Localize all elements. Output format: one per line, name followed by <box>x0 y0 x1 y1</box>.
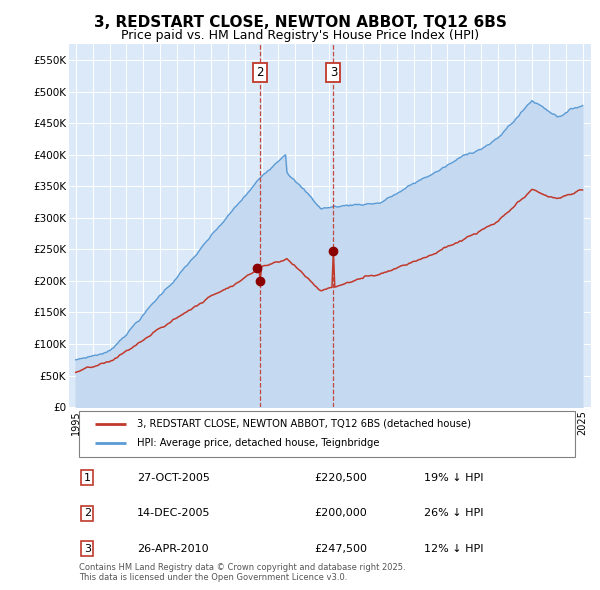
Text: 27-OCT-2005: 27-OCT-2005 <box>137 473 210 483</box>
Text: Price paid vs. HM Land Registry's House Price Index (HPI): Price paid vs. HM Land Registry's House … <box>121 29 479 42</box>
Text: 26% ↓ HPI: 26% ↓ HPI <box>424 509 484 518</box>
Text: 3, REDSTART CLOSE, NEWTON ABBOT, TQ12 6BS: 3, REDSTART CLOSE, NEWTON ABBOT, TQ12 6B… <box>94 15 506 30</box>
Text: 2: 2 <box>84 509 91 518</box>
Text: 2: 2 <box>256 66 264 79</box>
Text: 3: 3 <box>329 66 337 79</box>
Text: Contains HM Land Registry data © Crown copyright and database right 2025.
This d: Contains HM Land Registry data © Crown c… <box>79 563 406 582</box>
Bar <box>79 411 575 457</box>
Text: 12% ↓ HPI: 12% ↓ HPI <box>424 544 484 553</box>
Text: £220,500: £220,500 <box>314 473 367 483</box>
Text: £200,000: £200,000 <box>314 509 367 518</box>
Text: 26-APR-2010: 26-APR-2010 <box>137 544 208 553</box>
Text: £247,500: £247,500 <box>314 544 367 553</box>
Text: 3, REDSTART CLOSE, NEWTON ABBOT, TQ12 6BS (detached house): 3, REDSTART CLOSE, NEWTON ABBOT, TQ12 6B… <box>137 419 471 429</box>
Text: 1: 1 <box>84 473 91 483</box>
Text: HPI: Average price, detached house, Teignbridge: HPI: Average price, detached house, Teig… <box>137 438 379 448</box>
Text: 3: 3 <box>84 544 91 553</box>
Text: 19% ↓ HPI: 19% ↓ HPI <box>424 473 484 483</box>
Text: 14-DEC-2005: 14-DEC-2005 <box>137 509 211 518</box>
